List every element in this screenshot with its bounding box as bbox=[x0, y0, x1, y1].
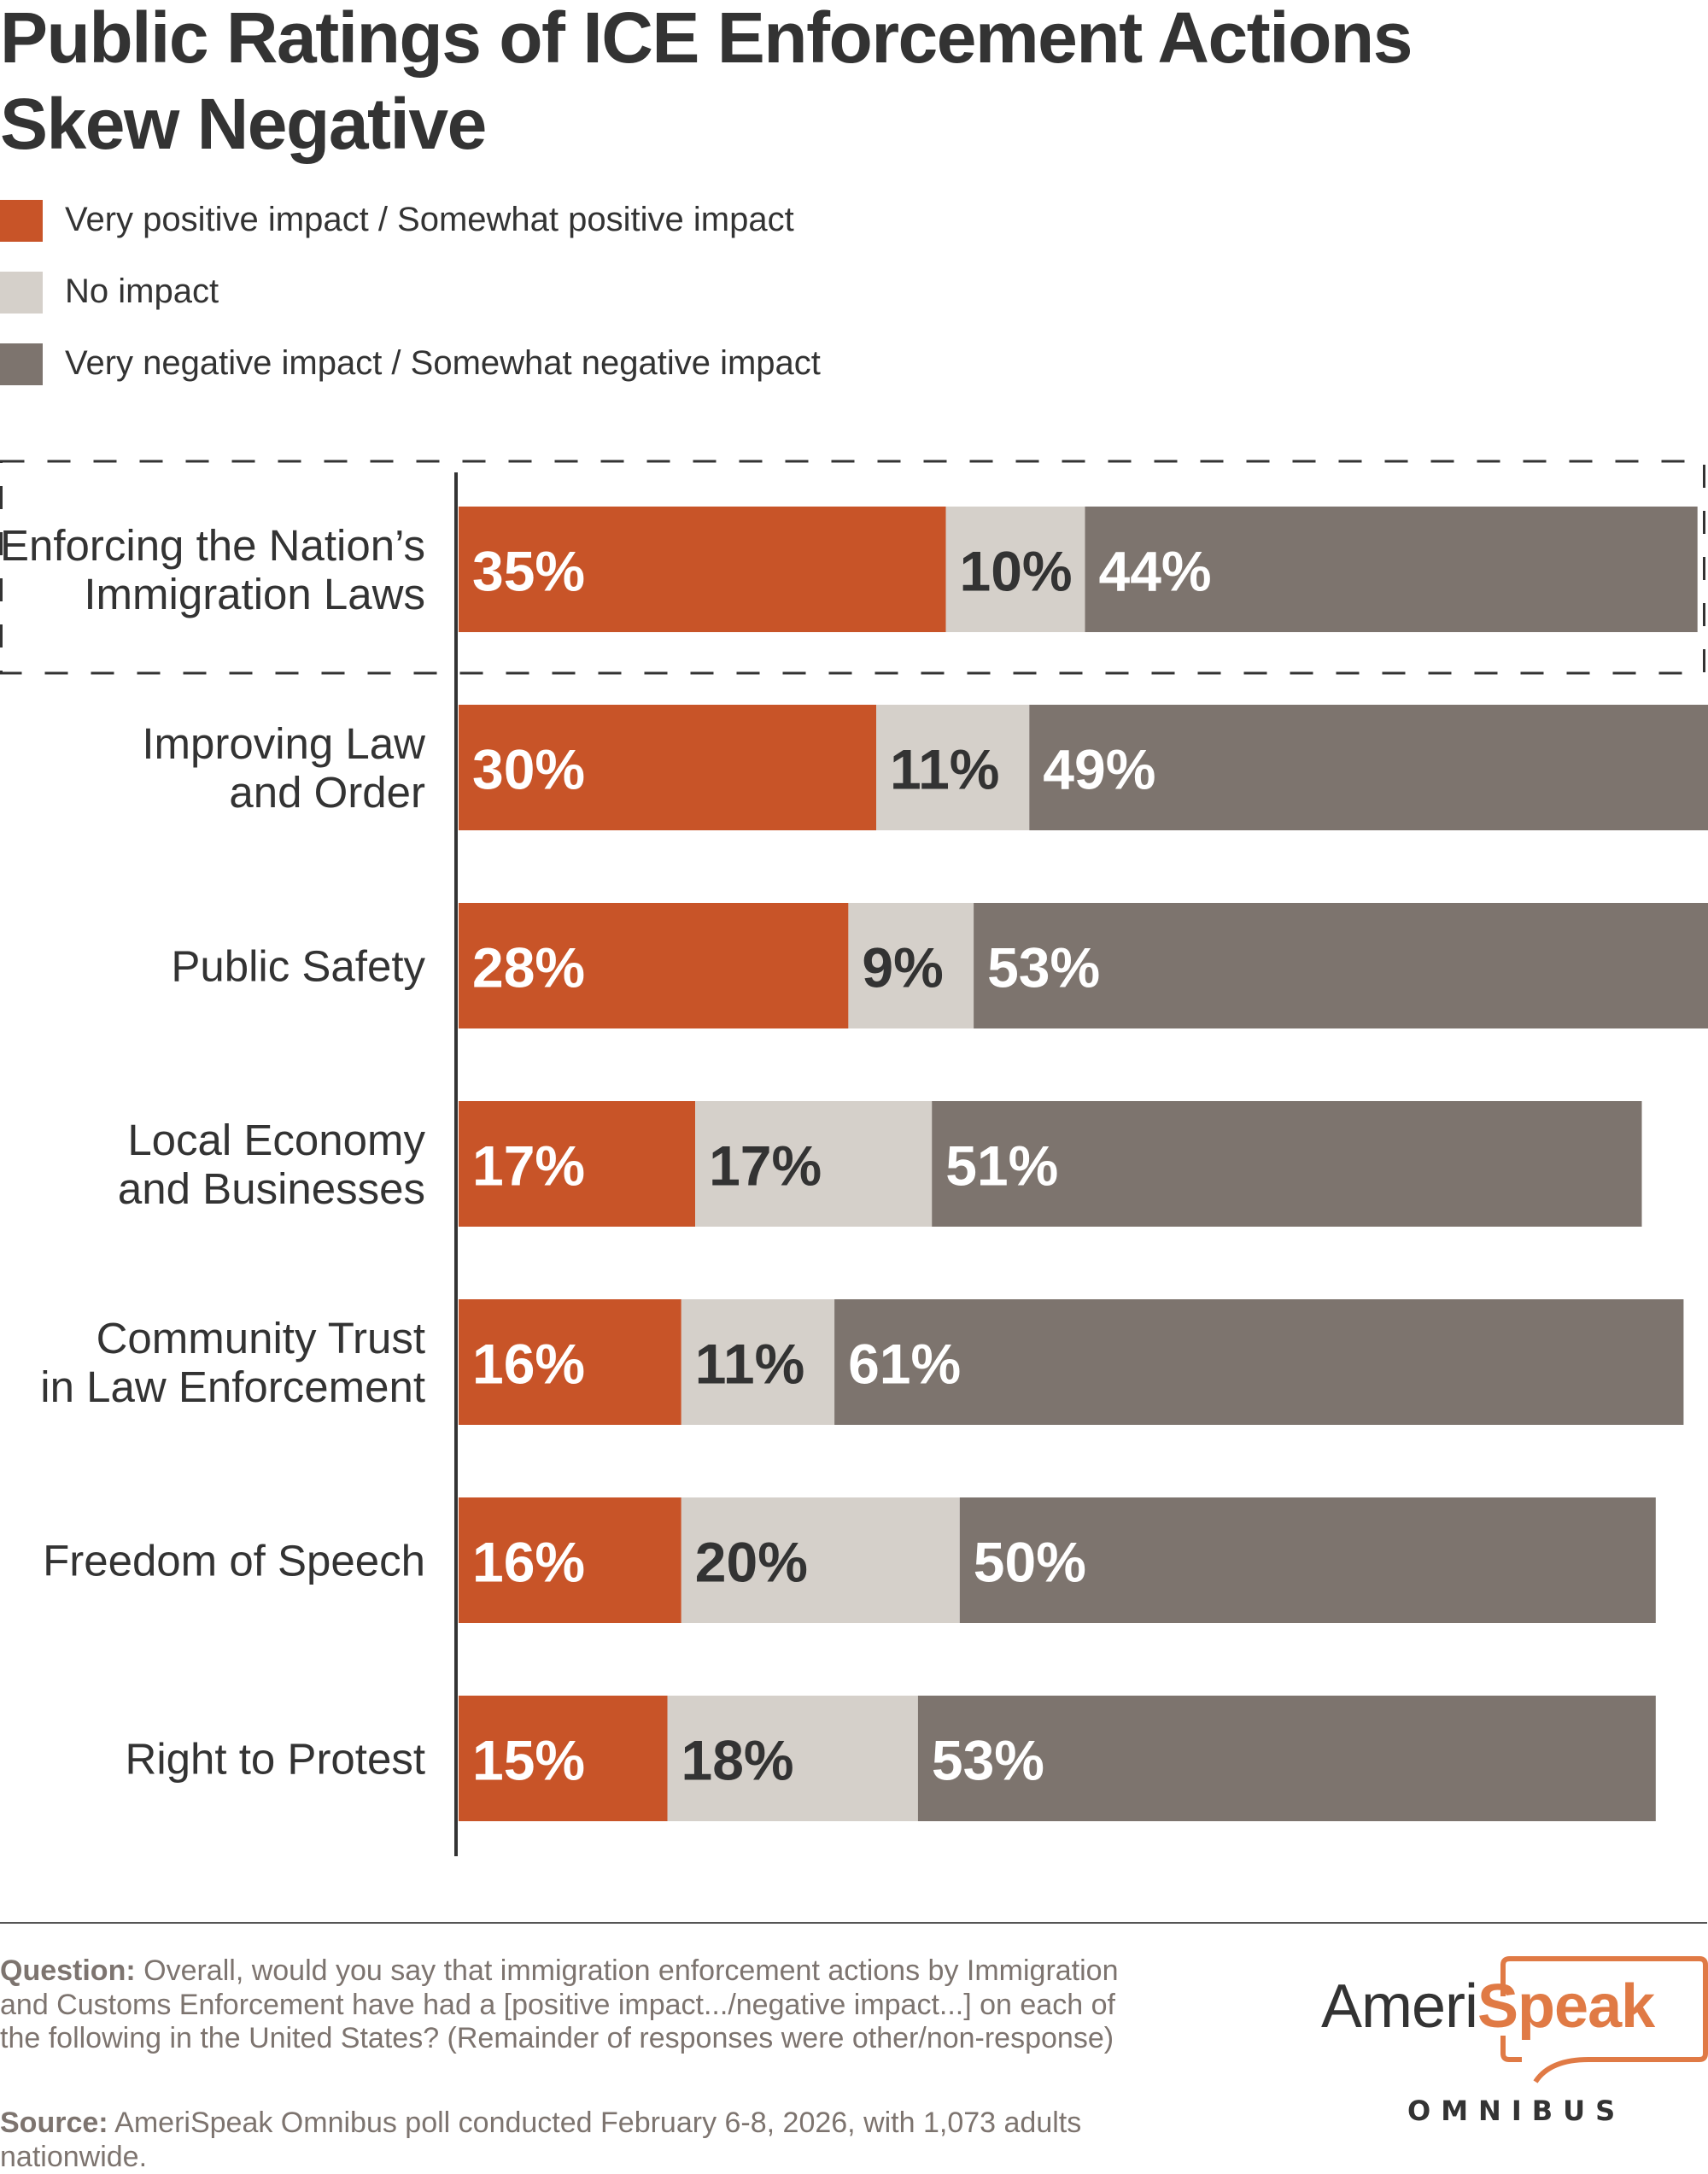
legend-swatch-neutral bbox=[0, 272, 43, 314]
question-note: Question: Overall, would you say that im… bbox=[0, 1954, 1127, 2056]
bar-segment-negative bbox=[834, 1299, 1684, 1425]
value-label-negative: 51% bbox=[945, 1134, 1058, 1198]
legend-label: No impact bbox=[65, 272, 219, 310]
value-label-neutral: 11% bbox=[695, 1333, 804, 1396]
legend-label: Very negative impact / Somewhat negative… bbox=[65, 344, 821, 382]
question-text: Overall, would you say that immigration … bbox=[0, 1954, 1119, 2054]
bar-segment-negative bbox=[917, 1696, 1656, 1821]
bar-segment-positive bbox=[459, 1101, 696, 1227]
bar-segment-neutral bbox=[695, 1101, 933, 1227]
bar-segment-positive bbox=[459, 903, 849, 1028]
category-label: Improving Law and Order bbox=[142, 719, 425, 817]
category-label: Freedom of Speech bbox=[43, 1537, 425, 1585]
bar-segment-neutral bbox=[876, 705, 1030, 830]
bar-segment-negative bbox=[1029, 705, 1708, 830]
legend-swatch-negative bbox=[0, 343, 43, 385]
bar-segment-positive bbox=[459, 1696, 668, 1821]
category-label: Public Safety bbox=[171, 942, 425, 991]
category-label-line: Local Economy bbox=[127, 1116, 425, 1164]
value-label-neutral: 18% bbox=[681, 1729, 794, 1792]
value-label-negative: 53% bbox=[987, 936, 1100, 999]
category-label-line: in Law Enforcement bbox=[40, 1362, 425, 1411]
bar-segment-neutral bbox=[681, 1299, 835, 1425]
value-label-positive: 15% bbox=[472, 1729, 585, 1792]
logo-wordmark: AmeriSpeak bbox=[1321, 1968, 1655, 2045]
logo-word-speak: Speak bbox=[1477, 1972, 1655, 2041]
value-label-positive: 16% bbox=[472, 1333, 585, 1396]
footer-divider bbox=[0, 1922, 1707, 1924]
source-note: Source: AmeriSpeak Omnibus poll conducte… bbox=[0, 2107, 1127, 2174]
value-label-positive: 16% bbox=[472, 1531, 585, 1594]
value-label-negative: 44% bbox=[1099, 540, 1212, 603]
category-label-line: and Businesses bbox=[118, 1164, 425, 1213]
source-label: Source: bbox=[0, 2107, 108, 2139]
logo-word-ameri: Ameri bbox=[1321, 1972, 1478, 2041]
value-label-positive: 28% bbox=[472, 936, 585, 999]
category-label-line: Improving Law bbox=[142, 719, 425, 768]
bar-segment-positive bbox=[459, 705, 876, 830]
bar-segment-negative bbox=[974, 903, 1708, 1028]
value-label-negative: 49% bbox=[1043, 738, 1155, 801]
stacked-bar-chart: Enforcing the Nation’s Immigration Laws 35… bbox=[0, 460, 1708, 1856]
question-label: Question: bbox=[0, 1954, 136, 1987]
value-label-negative: 61% bbox=[848, 1333, 961, 1396]
category-label: Enforcing the Nation’s Immigration Laws bbox=[0, 521, 425, 618]
legend-label: Very positive impact / Somewhat positive… bbox=[65, 201, 794, 238]
category-label-line: and Order bbox=[229, 768, 425, 817]
bar-segment-neutral bbox=[945, 507, 1085, 632]
category-label: Community Trust in Law Enforcement bbox=[40, 1314, 425, 1411]
value-label-neutral: 10% bbox=[960, 540, 1073, 603]
legend-swatch-positive bbox=[0, 200, 43, 242]
category-label-line: Right to Protest bbox=[126, 1735, 426, 1784]
value-label-neutral: 11% bbox=[890, 738, 999, 801]
bar-segment-neutral bbox=[681, 1497, 960, 1623]
category-label-line: Freedom of Speech bbox=[43, 1537, 425, 1585]
bar-segment-neutral bbox=[848, 903, 974, 1028]
amerispeak-omnibus-logo: AmeriSpeak OMNIBUS bbox=[1307, 1948, 1708, 2144]
value-label-neutral: 17% bbox=[709, 1134, 822, 1198]
source-text: AmeriSpeak Omnibus poll conducted Februa… bbox=[0, 2107, 1082, 2173]
bar-segment-negative bbox=[932, 1101, 1642, 1227]
value-label-negative: 53% bbox=[932, 1729, 1044, 1792]
category-label-line: Immigration Laws bbox=[84, 570, 425, 618]
bar-segment-positive bbox=[459, 1299, 681, 1425]
category-label-line: Enforcing the Nation’s bbox=[0, 521, 425, 570]
category-label: Right to Protest bbox=[126, 1735, 426, 1784]
bar-segment-neutral bbox=[667, 1696, 918, 1821]
category-label-line: Public Safety bbox=[171, 942, 425, 991]
value-label-neutral: 9% bbox=[862, 936, 943, 999]
chart-title: Public Ratings of ICE Enforcement Action… bbox=[0, 0, 1413, 164]
value-label-neutral: 20% bbox=[695, 1531, 808, 1594]
highlight-box bbox=[0, 460, 1705, 675]
category-label-line: Community Trust bbox=[97, 1314, 425, 1362]
bar-segment-negative bbox=[1085, 507, 1698, 632]
value-label-positive: 17% bbox=[472, 1134, 585, 1198]
value-label-negative: 50% bbox=[974, 1531, 1086, 1594]
speech-bubble-icon bbox=[1500, 1956, 1708, 2083]
logo-subtitle: OMNIBUS bbox=[1407, 2095, 1626, 2127]
value-label-positive: 35% bbox=[472, 540, 585, 603]
category-label: Local Economy and Businesses bbox=[118, 1116, 426, 1213]
value-label-positive: 30% bbox=[472, 738, 585, 801]
bar-segment-positive bbox=[459, 1497, 681, 1623]
bar-segment-positive bbox=[459, 507, 946, 632]
bar-segment-negative bbox=[959, 1497, 1656, 1623]
